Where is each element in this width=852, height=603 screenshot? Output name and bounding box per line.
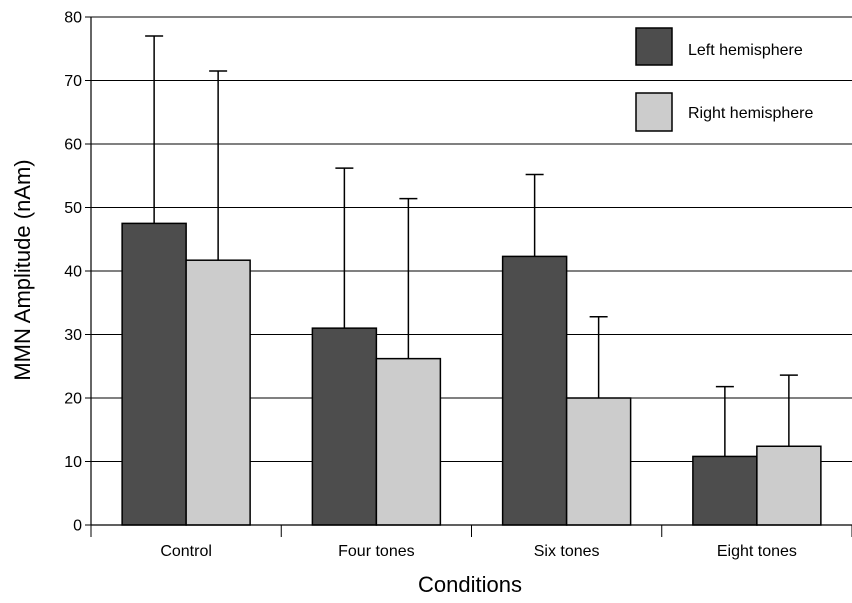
bar-0-2 <box>501 255 568 526</box>
legend: Left hemisphere Right hemisphere <box>635 27 814 132</box>
y-tick-label: 80 <box>64 10 82 27</box>
y-tick-label: 0 <box>73 518 82 535</box>
bar-0-3 <box>692 455 758 526</box>
y-tick-label: 40 <box>64 264 82 281</box>
y-tick-label: 20 <box>64 391 82 408</box>
x-category-label: Six tones <box>534 543 600 560</box>
y-tick-labels: 0 10 20 30 40 50 60 70 80 <box>64 10 82 535</box>
legend-swatch-right-hemisphere <box>635 92 673 132</box>
x-category-label: Control <box>160 543 212 560</box>
x-category-labels: Control Four tones Six tones Eight tones <box>160 543 797 560</box>
bar-0-0 <box>121 222 187 526</box>
bar-1-1 <box>375 357 442 526</box>
x-category-label: Eight tones <box>717 543 797 560</box>
legend-label-right-hemisphere: Right hemisphere <box>688 105 814 122</box>
bar-1-2 <box>565 397 632 526</box>
y-tick-label: 50 <box>64 200 82 217</box>
y-tick-label: 70 <box>64 73 82 90</box>
legend-swatch-left-hemisphere <box>635 27 673 66</box>
bars <box>121 222 822 526</box>
y-tick-label: 60 <box>64 137 82 154</box>
x-axis-title: Conditions <box>418 572 522 597</box>
bar-1-3 <box>756 445 822 526</box>
error-bars <box>145 35 798 457</box>
axes <box>85 16 852 537</box>
y-tick-label: 30 <box>64 327 82 344</box>
bar-0-1 <box>311 327 378 526</box>
x-category-label: Four tones <box>338 543 414 560</box>
bar-1-0 <box>185 259 251 526</box>
legend-label-left-hemisphere: Left hemisphere <box>688 42 803 59</box>
y-tick-label: 10 <box>64 454 82 471</box>
y-axis-title: MMN Amplitude (nAm) <box>10 159 35 380</box>
